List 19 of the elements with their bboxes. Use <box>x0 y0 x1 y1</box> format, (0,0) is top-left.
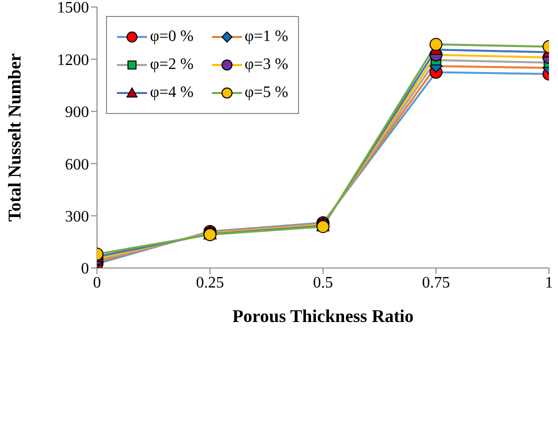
x-tick-label: 1 <box>545 274 553 292</box>
x-tick-label: 0.5 <box>313 274 333 292</box>
legend-label: φ=4 % <box>150 84 194 102</box>
y-tick-label: 1500 <box>57 0 89 17</box>
y-tick-label: 900 <box>65 104 89 122</box>
y-tick-label: 1200 <box>57 52 89 69</box>
legend-label: φ=0 % <box>150 28 194 46</box>
y-tick-label: 300 <box>65 208 89 226</box>
x-tick-label: 0.75 <box>422 274 450 292</box>
legend-label: φ=3 % <box>244 56 288 74</box>
y-tick-label: 600 <box>65 156 89 174</box>
y-axis-title: Total Nusselt Number <box>4 53 24 222</box>
x-axis-title: Porous Thickness Ratio <box>232 306 414 326</box>
legend-label: φ=1 % <box>244 28 288 46</box>
x-tick-label: 0.25 <box>196 274 224 292</box>
x-tick-label: 0 <box>93 274 101 292</box>
legend-label: φ=2 % <box>150 56 194 74</box>
y-tick-label: 0 <box>81 260 89 278</box>
legend-label: φ=5 % <box>244 84 288 102</box>
